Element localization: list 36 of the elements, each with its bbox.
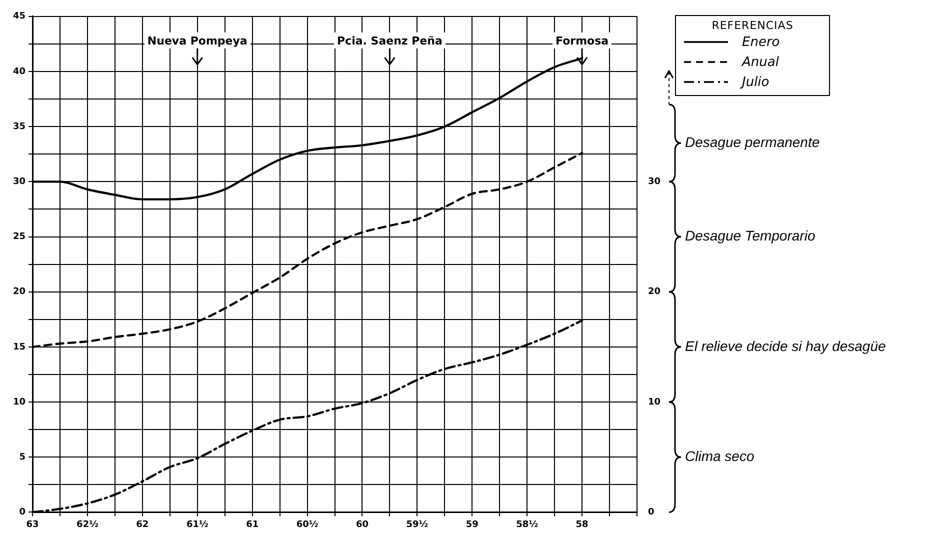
y-tick-label: 20 bbox=[12, 287, 26, 298]
text: Desague permanente bbox=[685, 134, 820, 150]
y2-tick-label: 0 bbox=[648, 508, 654, 518]
x-tick-label: 63 bbox=[26, 520, 39, 530]
y-tick-label: 10 bbox=[12, 397, 26, 408]
y-tick-label: 45 bbox=[12, 12, 26, 22]
legend-title: REFERENCIAS bbox=[710, 19, 794, 32]
legend-label: Julio bbox=[742, 74, 770, 90]
legend-label: Enero bbox=[742, 34, 780, 50]
text: El relieve decide si hay desagüe bbox=[685, 338, 886, 354]
y-tick-label: 15 bbox=[12, 342, 26, 352]
annotation: Pcia. Saenz Peña bbox=[336, 34, 442, 48]
x-tick-label: 62½ bbox=[76, 520, 98, 530]
y2-tick-label: 30 bbox=[648, 177, 661, 188]
y-tick-label: 0 bbox=[19, 508, 26, 518]
x-tick-label: 59½ bbox=[406, 520, 428, 530]
annotation: Formosa bbox=[556, 34, 609, 48]
x-tick-label: 58 bbox=[576, 520, 588, 530]
legend-label: Anual bbox=[742, 54, 779, 70]
x-tick-label: 59 bbox=[466, 520, 478, 530]
text: Clima seco bbox=[685, 448, 754, 464]
y-tick-label: 30 bbox=[12, 177, 26, 188]
y-tick-label: 40 bbox=[12, 66, 26, 77]
x-tick-label: 60 bbox=[356, 520, 369, 530]
y-tick-label: 25 bbox=[12, 232, 26, 242]
y-tick-label: 35 bbox=[12, 122, 26, 132]
x-tick-label: 61 bbox=[246, 520, 259, 530]
x-tick-label: 58½ bbox=[516, 520, 538, 530]
annotation: Nueva Pompeya bbox=[147, 34, 248, 48]
x-tick-label: 61½ bbox=[186, 520, 208, 530]
y2-tick-label: 10 bbox=[648, 397, 661, 408]
x-tick-label: 60½ bbox=[296, 520, 318, 530]
y-tick-label: 5 bbox=[19, 452, 26, 462]
x-tick-label: 62 bbox=[136, 520, 149, 530]
text: Desague Temporario bbox=[685, 228, 816, 244]
y2-tick-label: 20 bbox=[648, 287, 661, 298]
